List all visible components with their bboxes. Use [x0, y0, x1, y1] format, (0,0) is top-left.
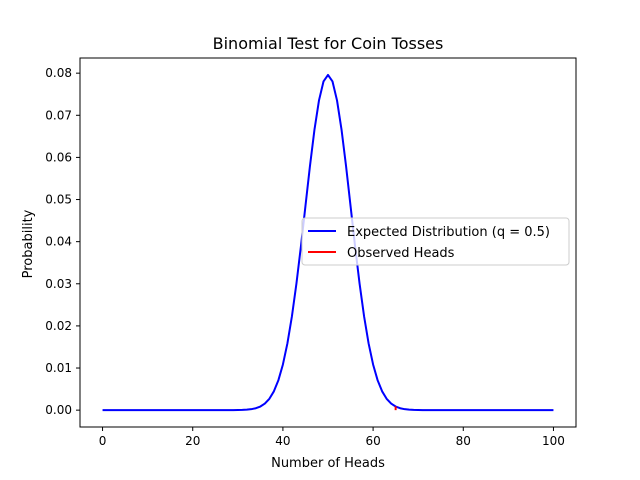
y-tick-label: 0.04 [45, 235, 72, 249]
y-tick-label: 0.01 [45, 361, 72, 375]
series-line-expected [102, 73, 554, 412]
y-tick-label: 0.02 [45, 319, 72, 333]
y-tick-label: 0.03 [45, 277, 72, 291]
y-axis-label: Probability [21, 209, 36, 278]
plot-area [79, 57, 577, 428]
legend: Expected Distribution (q = 0.5) Observed… [301, 217, 570, 266]
legend-frame [301, 217, 570, 266]
y-tick-label: 0.08 [45, 66, 72, 80]
x-tick-label: 60 [365, 434, 380, 448]
series-layer [102, 73, 554, 412]
x-tick-label: 100 [542, 434, 565, 448]
x-tick-label: 40 [275, 434, 290, 448]
y-tick-label: 0.05 [45, 193, 72, 207]
y-tick-label: 0.00 [45, 403, 72, 417]
y-tick-label: 0.07 [45, 108, 72, 122]
y-axis: 0.00 0.01 0.02 0.03 0.04 0.05 0.06 0.07 0.08 [45, 66, 80, 417]
plot-frame [79, 57, 577, 428]
x-tick-label: 0 [99, 434, 107, 448]
x-tick-label: 20 [185, 434, 200, 448]
x-axis: 0 20 40 60 80 100 [99, 427, 565, 448]
x-axis-label: Number of Heads [271, 456, 385, 471]
y-tick-label: 0.06 [45, 150, 72, 164]
chart-title: Binomial Test for Coin Tosses [213, 34, 444, 53]
legend-label-observed: Observed Heads [347, 246, 455, 261]
legend-label-expected: Expected Distribution (q = 0.5) [347, 225, 550, 240]
x-tick-label: 80 [456, 434, 471, 448]
